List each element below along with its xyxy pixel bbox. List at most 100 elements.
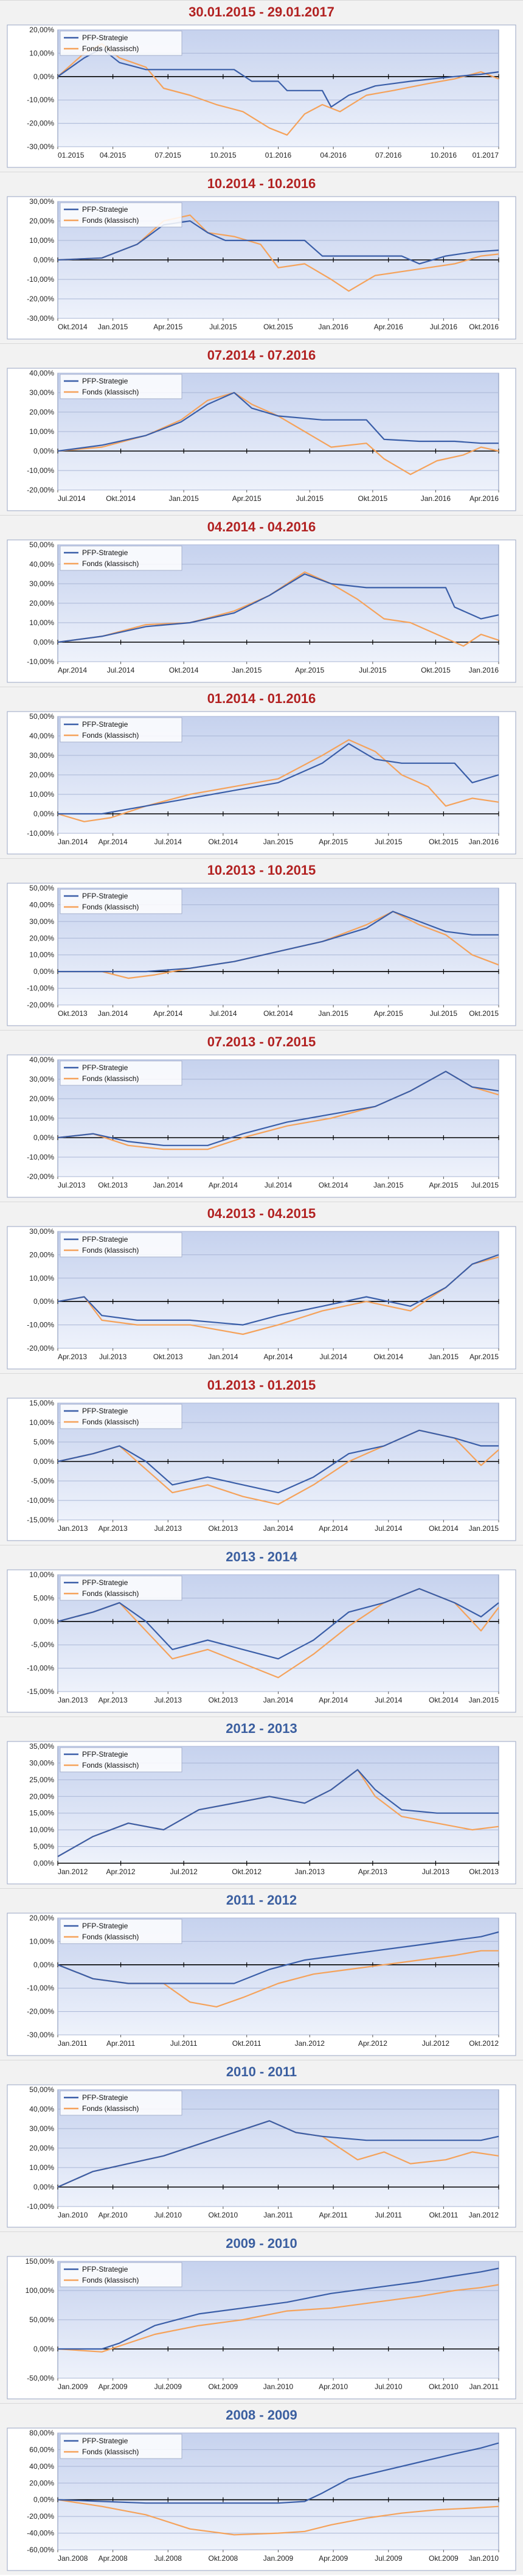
x-tick-label: Jul.2016 [430, 323, 458, 331]
legend: PFP-Strategie Fonds (klassisch) [60, 374, 182, 399]
x-tick-label: 07.2015 [155, 151, 182, 159]
legend-label-fonds-klassisch: Fonds (klassisch) [82, 2104, 139, 2113]
series-line-pfp-strategie [57, 391, 499, 452]
legend: PFP-Strategie Fonds (klassisch) [60, 545, 182, 571]
y-tick-label: 30,00% [29, 579, 54, 588]
x-tick-label: Okt.2013 [58, 1009, 88, 1018]
x-tick-label: Jan.2012 [469, 2211, 499, 2219]
legend-label-pfp-strategie: PFP-Strategie [82, 1407, 128, 1415]
chart-title: 2013 - 2014 [226, 1549, 297, 1564]
x-tick-label: Apr.2014 [319, 1696, 348, 1704]
y-tick-label: -10,00% [27, 1321, 54, 1329]
y-tick-label: 0,00% [33, 256, 54, 264]
x-tick-label: Jan.2010 [469, 2554, 499, 2563]
x-tick-label: Jul.2014 [265, 1181, 293, 1189]
y-tick-label: 30,00% [29, 1075, 54, 1083]
legend: PFP-Strategie Fonds (klassisch) [60, 1747, 182, 1773]
x-tick-label: Apr.2012 [358, 2039, 387, 2048]
legend-label-fonds-klassisch: Fonds (klassisch) [82, 1418, 139, 1426]
x-tick-label: 01.2016 [265, 151, 292, 159]
y-tick-label: 30,00% [29, 751, 54, 760]
x-tick-label: Apr.2014 [153, 1009, 182, 1018]
y-tick-label: 35,00% [29, 1742, 54, 1751]
legend-label-pfp-strategie: PFP-Strategie [82, 377, 128, 385]
legend-label-fonds-klassisch: Fonds (klassisch) [82, 44, 139, 53]
line-chart: 0,00% 5,00% 10,00% 15,00% 20,00% 25,00% 30,00%… [7, 1741, 516, 1885]
y-tick-label: 20,00% [29, 1914, 54, 1922]
y-tick-label: 0,00% [33, 1133, 54, 1142]
y-tick-label: 15,00% [29, 1399, 54, 1407]
legend: PFP-Strategie Fonds (klassisch) [60, 1404, 182, 1429]
x-tick-label: 01.2017 [473, 151, 499, 159]
series-line-pfp-strategie [57, 1429, 499, 1494]
legend-label-fonds-klassisch: Fonds (klassisch) [82, 731, 139, 740]
x-tick-label: Apr.2015 [232, 494, 262, 503]
x-tick-label: Jan.2011 [469, 2382, 499, 2391]
legend-label-fonds-klassisch: Fonds (klassisch) [82, 903, 139, 911]
x-tick-label: Jul.2015 [209, 323, 237, 331]
x-tick-label: Apr.2015 [319, 838, 348, 846]
y-tick-label: 30,00% [29, 917, 54, 926]
x-tick-label: Okt.2014 [373, 1353, 403, 1361]
legend-label-pfp-strategie: PFP-Strategie [82, 2093, 128, 2102]
x-tick-label: Apr.2013 [99, 1524, 128, 1533]
x-tick-label: Okt.2012 [232, 1867, 262, 1876]
legend-label-fonds-klassisch: Fonds (klassisch) [82, 559, 139, 568]
x-tick-label: Okt.2015 [263, 323, 293, 331]
y-tick-label: -30,00% [27, 142, 54, 151]
y-tick-label: 0,00% [33, 2183, 54, 2191]
x-tick-label: Okt.2013 [209, 1524, 238, 1533]
y-tick-label: -5,00% [31, 1640, 54, 1649]
x-tick-label: Apr.2015 [153, 323, 182, 331]
y-tick-label: 30,00% [29, 2124, 54, 2133]
x-tick-label: Okt.2014 [209, 838, 238, 846]
chart-panel: 10.2013 - 10.2015 -20,00% -10,00% 0,00% 10,0… [0, 858, 523, 1030]
x-tick-label: Jan.2013 [58, 1524, 88, 1533]
y-tick-label: 20,00% [29, 934, 54, 942]
legend-label-pfp-strategie: PFP-Strategie [82, 205, 128, 214]
x-tick-label: Okt.2016 [469, 323, 499, 331]
line-chart: -30,00% -20,00% -10,00% 0,00% 10,00% 20,00% Ja… [7, 1913, 516, 2056]
y-tick-label: -20,00% [27, 295, 54, 303]
x-tick-label: Apr.2014 [99, 838, 128, 846]
x-tick-label: Jan.2008 [58, 2554, 88, 2563]
legend: PFP-Strategie Fonds (klassisch) [60, 1575, 182, 1601]
chart-panel: 01.2014 - 01.2016 -10,00% 0,00% 10,00% 20,00… [0, 687, 523, 858]
legend: PFP-Strategie Fonds (klassisch) [60, 1919, 182, 1944]
x-tick-label: Jul.2010 [154, 2211, 182, 2219]
chart-panel: 2010 - 2011 -10,00% 0,00% 10,00% 20,00% 30,00… [0, 2060, 523, 2231]
y-tick-label: 40,00% [29, 900, 54, 909]
x-tick-label: Okt.2014 [106, 494, 136, 503]
x-tick-label: Jan.2016 [469, 838, 499, 846]
x-tick-label: Apr.2008 [99, 2554, 128, 2563]
x-tick-label: Jul.2014 [209, 1009, 237, 1018]
x-tick-label: Okt.2010 [209, 2211, 238, 2219]
x-tick-label: Jul.2015 [471, 1181, 499, 1189]
series-line-pfp-strategie [57, 2442, 499, 2504]
x-tick-label: Apr.2013 [58, 1353, 87, 1361]
legend: PFP-Strategie Fonds (klassisch) [60, 717, 182, 743]
legend-label-fonds-klassisch: Fonds (klassisch) [82, 1246, 139, 1255]
x-tick-label: Jan.2014 [208, 1353, 238, 1361]
line-chart: -20,00% -10,00% 0,00% 10,00% 20,00% 30,00% 40,… [7, 883, 516, 1026]
x-tick-label: Jul.2013 [154, 1696, 182, 1704]
x-tick-label: Jan.2015 [168, 494, 199, 503]
y-tick-label: 60,00% [29, 2445, 54, 2454]
legend-box [60, 889, 182, 914]
x-tick-label: Okt.2014 [58, 323, 88, 331]
y-tick-label: -20,00% [27, 1172, 54, 1181]
legend: PFP-Strategie Fonds (klassisch) [60, 30, 182, 56]
x-tick-label: Jan.2014 [58, 838, 88, 846]
x-tick-label: Jan.2009 [263, 2554, 294, 2563]
y-tick-label: -10,00% [27, 984, 54, 993]
x-tick-label: Jul.2008 [154, 2554, 182, 2563]
x-tick-label: Okt.2015 [429, 838, 459, 846]
legend: PFP-Strategie Fonds (klassisch) [60, 1060, 182, 1086]
legend-label-pfp-strategie: PFP-Strategie [82, 720, 128, 729]
x-tick-label: Apr.2010 [99, 2211, 128, 2219]
line-chart: -15,00% -10,00% -5,00% 0,00% 5,00% 10,00% 15,0… [7, 1398, 516, 1541]
chart-title: 07.2013 - 07.2015 [207, 1034, 316, 1049]
x-tick-label: Okt.2014 [169, 666, 199, 674]
legend-label-pfp-strategie: PFP-Strategie [82, 1750, 128, 1759]
y-tick-label: 0,00% [33, 1457, 54, 1466]
